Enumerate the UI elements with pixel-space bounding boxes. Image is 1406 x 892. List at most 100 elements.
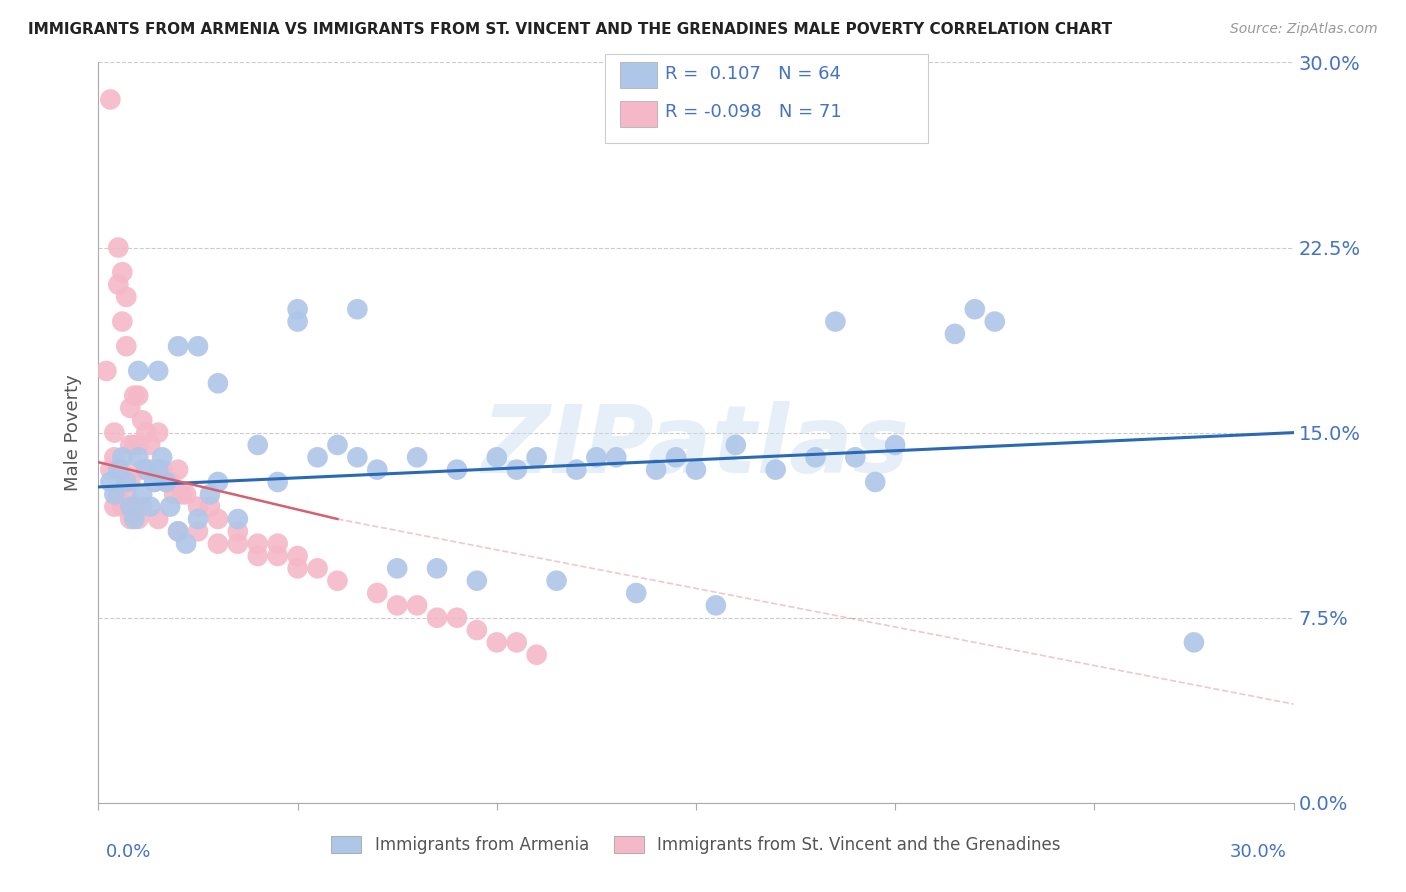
Point — [804, 450, 827, 465]
Point — [824, 314, 846, 328]
Point — [385, 561, 409, 575]
Point — [187, 524, 209, 539]
Point — [198, 487, 221, 501]
Point — [426, 610, 449, 624]
Point — [485, 635, 508, 649]
Point — [207, 475, 229, 489]
Point — [115, 339, 138, 353]
Point — [187, 500, 209, 514]
Text: Source: ZipAtlas.com: Source: ZipAtlas.com — [1230, 22, 1378, 37]
Text: 30.0%: 30.0% — [1230, 843, 1286, 861]
Point — [198, 500, 221, 514]
Point — [155, 475, 177, 489]
Point — [150, 462, 173, 476]
Point — [346, 302, 368, 317]
Point — [685, 462, 707, 476]
Point — [124, 500, 146, 514]
Point — [120, 512, 142, 526]
Point — [135, 425, 157, 440]
Point — [884, 438, 907, 452]
Point — [131, 462, 153, 476]
Y-axis label: Male Poverty: Male Poverty — [65, 375, 83, 491]
Point — [127, 364, 149, 378]
Point — [120, 438, 142, 452]
Text: R = -0.098   N = 71: R = -0.098 N = 71 — [665, 103, 842, 121]
Point — [150, 450, 173, 465]
Point — [163, 487, 186, 501]
Point — [148, 512, 170, 526]
Point — [506, 635, 529, 649]
Point — [187, 512, 209, 526]
Point — [207, 376, 229, 391]
Point — [326, 438, 349, 452]
Point — [174, 487, 197, 501]
Point — [546, 574, 568, 588]
Point — [107, 462, 129, 476]
Point — [148, 462, 170, 476]
Point — [605, 450, 627, 465]
Point — [131, 500, 153, 514]
Point — [267, 475, 290, 489]
Point — [287, 549, 309, 563]
Point — [226, 536, 249, 550]
Point — [143, 475, 166, 489]
Point — [187, 339, 209, 353]
Point — [115, 475, 138, 489]
Point — [167, 524, 190, 539]
Point — [446, 462, 468, 476]
Point — [167, 524, 190, 539]
Point — [127, 388, 149, 402]
Point — [111, 314, 134, 328]
Point — [565, 462, 588, 476]
Point — [765, 462, 787, 476]
Point — [159, 475, 181, 489]
Point — [131, 487, 153, 501]
Point — [385, 599, 409, 613]
Point — [148, 364, 170, 378]
Point — [107, 277, 129, 292]
Text: ZIPatlas: ZIPatlas — [482, 401, 910, 493]
Point — [111, 450, 134, 465]
Point — [406, 599, 429, 613]
Point — [307, 450, 329, 465]
Point — [127, 438, 149, 452]
Point — [127, 512, 149, 526]
Point — [465, 623, 488, 637]
Point — [526, 450, 548, 465]
Point — [135, 462, 157, 476]
Point — [307, 561, 329, 575]
Point — [120, 401, 142, 415]
Point — [98, 475, 122, 489]
Point — [174, 536, 197, 550]
Point — [103, 450, 125, 465]
Point — [124, 388, 146, 402]
Point — [287, 302, 309, 317]
Point — [287, 314, 309, 328]
Point — [111, 265, 134, 279]
Point — [124, 438, 146, 452]
Text: 0.0%: 0.0% — [105, 843, 150, 861]
Point — [645, 462, 668, 476]
Point — [172, 487, 194, 501]
Point — [207, 536, 229, 550]
Point — [406, 450, 429, 465]
Point — [167, 339, 190, 353]
Point — [135, 462, 157, 476]
Point — [724, 438, 747, 452]
Point — [96, 364, 118, 378]
Point — [127, 450, 149, 465]
Point — [107, 240, 129, 255]
Point — [326, 574, 349, 588]
Point — [103, 487, 125, 501]
Point — [124, 512, 146, 526]
Point — [465, 574, 488, 588]
Point — [103, 500, 125, 514]
Point — [111, 500, 134, 514]
Text: IMMIGRANTS FROM ARMENIA VS IMMIGRANTS FROM ST. VINCENT AND THE GRENADINES MALE P: IMMIGRANTS FROM ARMENIA VS IMMIGRANTS FR… — [28, 22, 1112, 37]
Point — [485, 450, 508, 465]
Point — [366, 462, 388, 476]
Text: R =  0.107   N = 64: R = 0.107 N = 64 — [665, 65, 841, 83]
Point — [267, 536, 290, 550]
Point — [506, 462, 529, 476]
Point — [111, 462, 134, 476]
